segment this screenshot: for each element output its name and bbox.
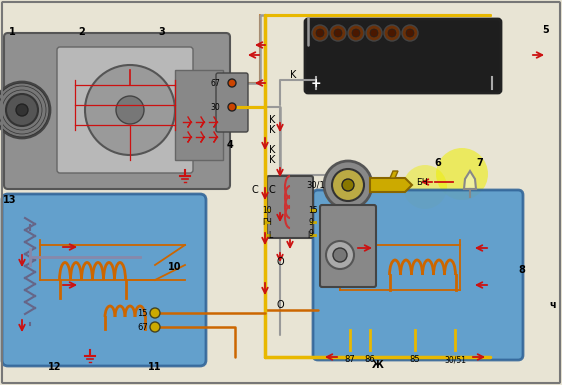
Polygon shape	[390, 171, 398, 178]
Text: 6: 6	[434, 158, 441, 168]
Text: 12: 12	[48, 362, 62, 372]
Circle shape	[0, 82, 50, 138]
Text: O: O	[276, 300, 284, 310]
Text: I: I	[307, 231, 309, 239]
Polygon shape	[370, 178, 412, 192]
FancyBboxPatch shape	[216, 73, 248, 132]
Text: 86: 86	[365, 355, 375, 365]
FancyBboxPatch shape	[313, 190, 523, 360]
Circle shape	[228, 103, 236, 111]
Text: 1: 1	[8, 27, 15, 37]
Text: 9: 9	[308, 218, 313, 226]
Text: 30/51: 30/51	[444, 355, 466, 365]
Polygon shape	[464, 171, 476, 189]
Text: 10: 10	[262, 206, 272, 214]
Circle shape	[332, 169, 364, 201]
Text: БЧ: БЧ	[416, 177, 428, 186]
FancyBboxPatch shape	[4, 33, 230, 189]
Text: 9: 9	[308, 229, 313, 238]
Circle shape	[370, 29, 378, 37]
Text: 8: 8	[519, 265, 525, 275]
Text: 13: 13	[3, 195, 17, 205]
Text: K: K	[269, 145, 275, 155]
FancyBboxPatch shape	[305, 19, 501, 93]
Text: K: K	[269, 155, 275, 165]
Text: L: L	[268, 231, 272, 239]
Text: +: +	[311, 77, 321, 89]
Circle shape	[388, 29, 396, 37]
Circle shape	[384, 25, 400, 41]
Circle shape	[403, 165, 447, 209]
FancyBboxPatch shape	[320, 205, 376, 287]
Text: 30/1: 30/1	[307, 181, 325, 189]
Text: 7: 7	[477, 158, 483, 168]
Text: O: O	[276, 257, 284, 267]
Text: 67: 67	[137, 323, 148, 331]
Text: C: C	[269, 185, 275, 195]
Text: C: C	[252, 185, 259, 195]
Circle shape	[316, 29, 324, 37]
Circle shape	[228, 79, 236, 87]
Text: K: K	[290, 70, 296, 80]
Text: 15: 15	[308, 206, 318, 214]
Circle shape	[348, 25, 364, 41]
Text: 10: 10	[168, 262, 182, 272]
Text: K: K	[269, 125, 275, 135]
Circle shape	[6, 94, 38, 126]
Text: 3: 3	[158, 27, 165, 37]
FancyBboxPatch shape	[2, 194, 206, 366]
Circle shape	[312, 25, 328, 41]
Circle shape	[326, 241, 354, 269]
Circle shape	[150, 322, 160, 332]
Text: 15: 15	[138, 308, 148, 318]
Circle shape	[330, 25, 346, 41]
Text: 4: 4	[226, 140, 233, 150]
Circle shape	[352, 29, 360, 37]
Text: 67: 67	[210, 79, 220, 87]
Circle shape	[85, 65, 175, 155]
Circle shape	[324, 161, 372, 209]
Text: 30: 30	[210, 102, 220, 112]
Circle shape	[334, 29, 342, 37]
Circle shape	[150, 308, 160, 318]
Text: ГЧ: ГЧ	[262, 218, 272, 226]
Circle shape	[366, 25, 382, 41]
Text: ч: ч	[550, 300, 556, 310]
Circle shape	[406, 29, 414, 37]
Text: Ж: Ж	[372, 360, 384, 370]
Text: K: K	[269, 115, 275, 125]
Text: 5: 5	[543, 25, 550, 35]
Circle shape	[402, 25, 418, 41]
Circle shape	[333, 248, 347, 262]
FancyBboxPatch shape	[57, 47, 193, 173]
FancyBboxPatch shape	[267, 176, 313, 238]
Circle shape	[342, 179, 354, 191]
Circle shape	[16, 104, 28, 116]
Text: 85: 85	[410, 355, 420, 365]
Text: 11: 11	[148, 362, 162, 372]
Text: 2: 2	[79, 27, 85, 37]
Circle shape	[436, 148, 488, 200]
FancyBboxPatch shape	[175, 70, 223, 160]
Circle shape	[116, 96, 144, 124]
Text: 87: 87	[345, 355, 355, 365]
